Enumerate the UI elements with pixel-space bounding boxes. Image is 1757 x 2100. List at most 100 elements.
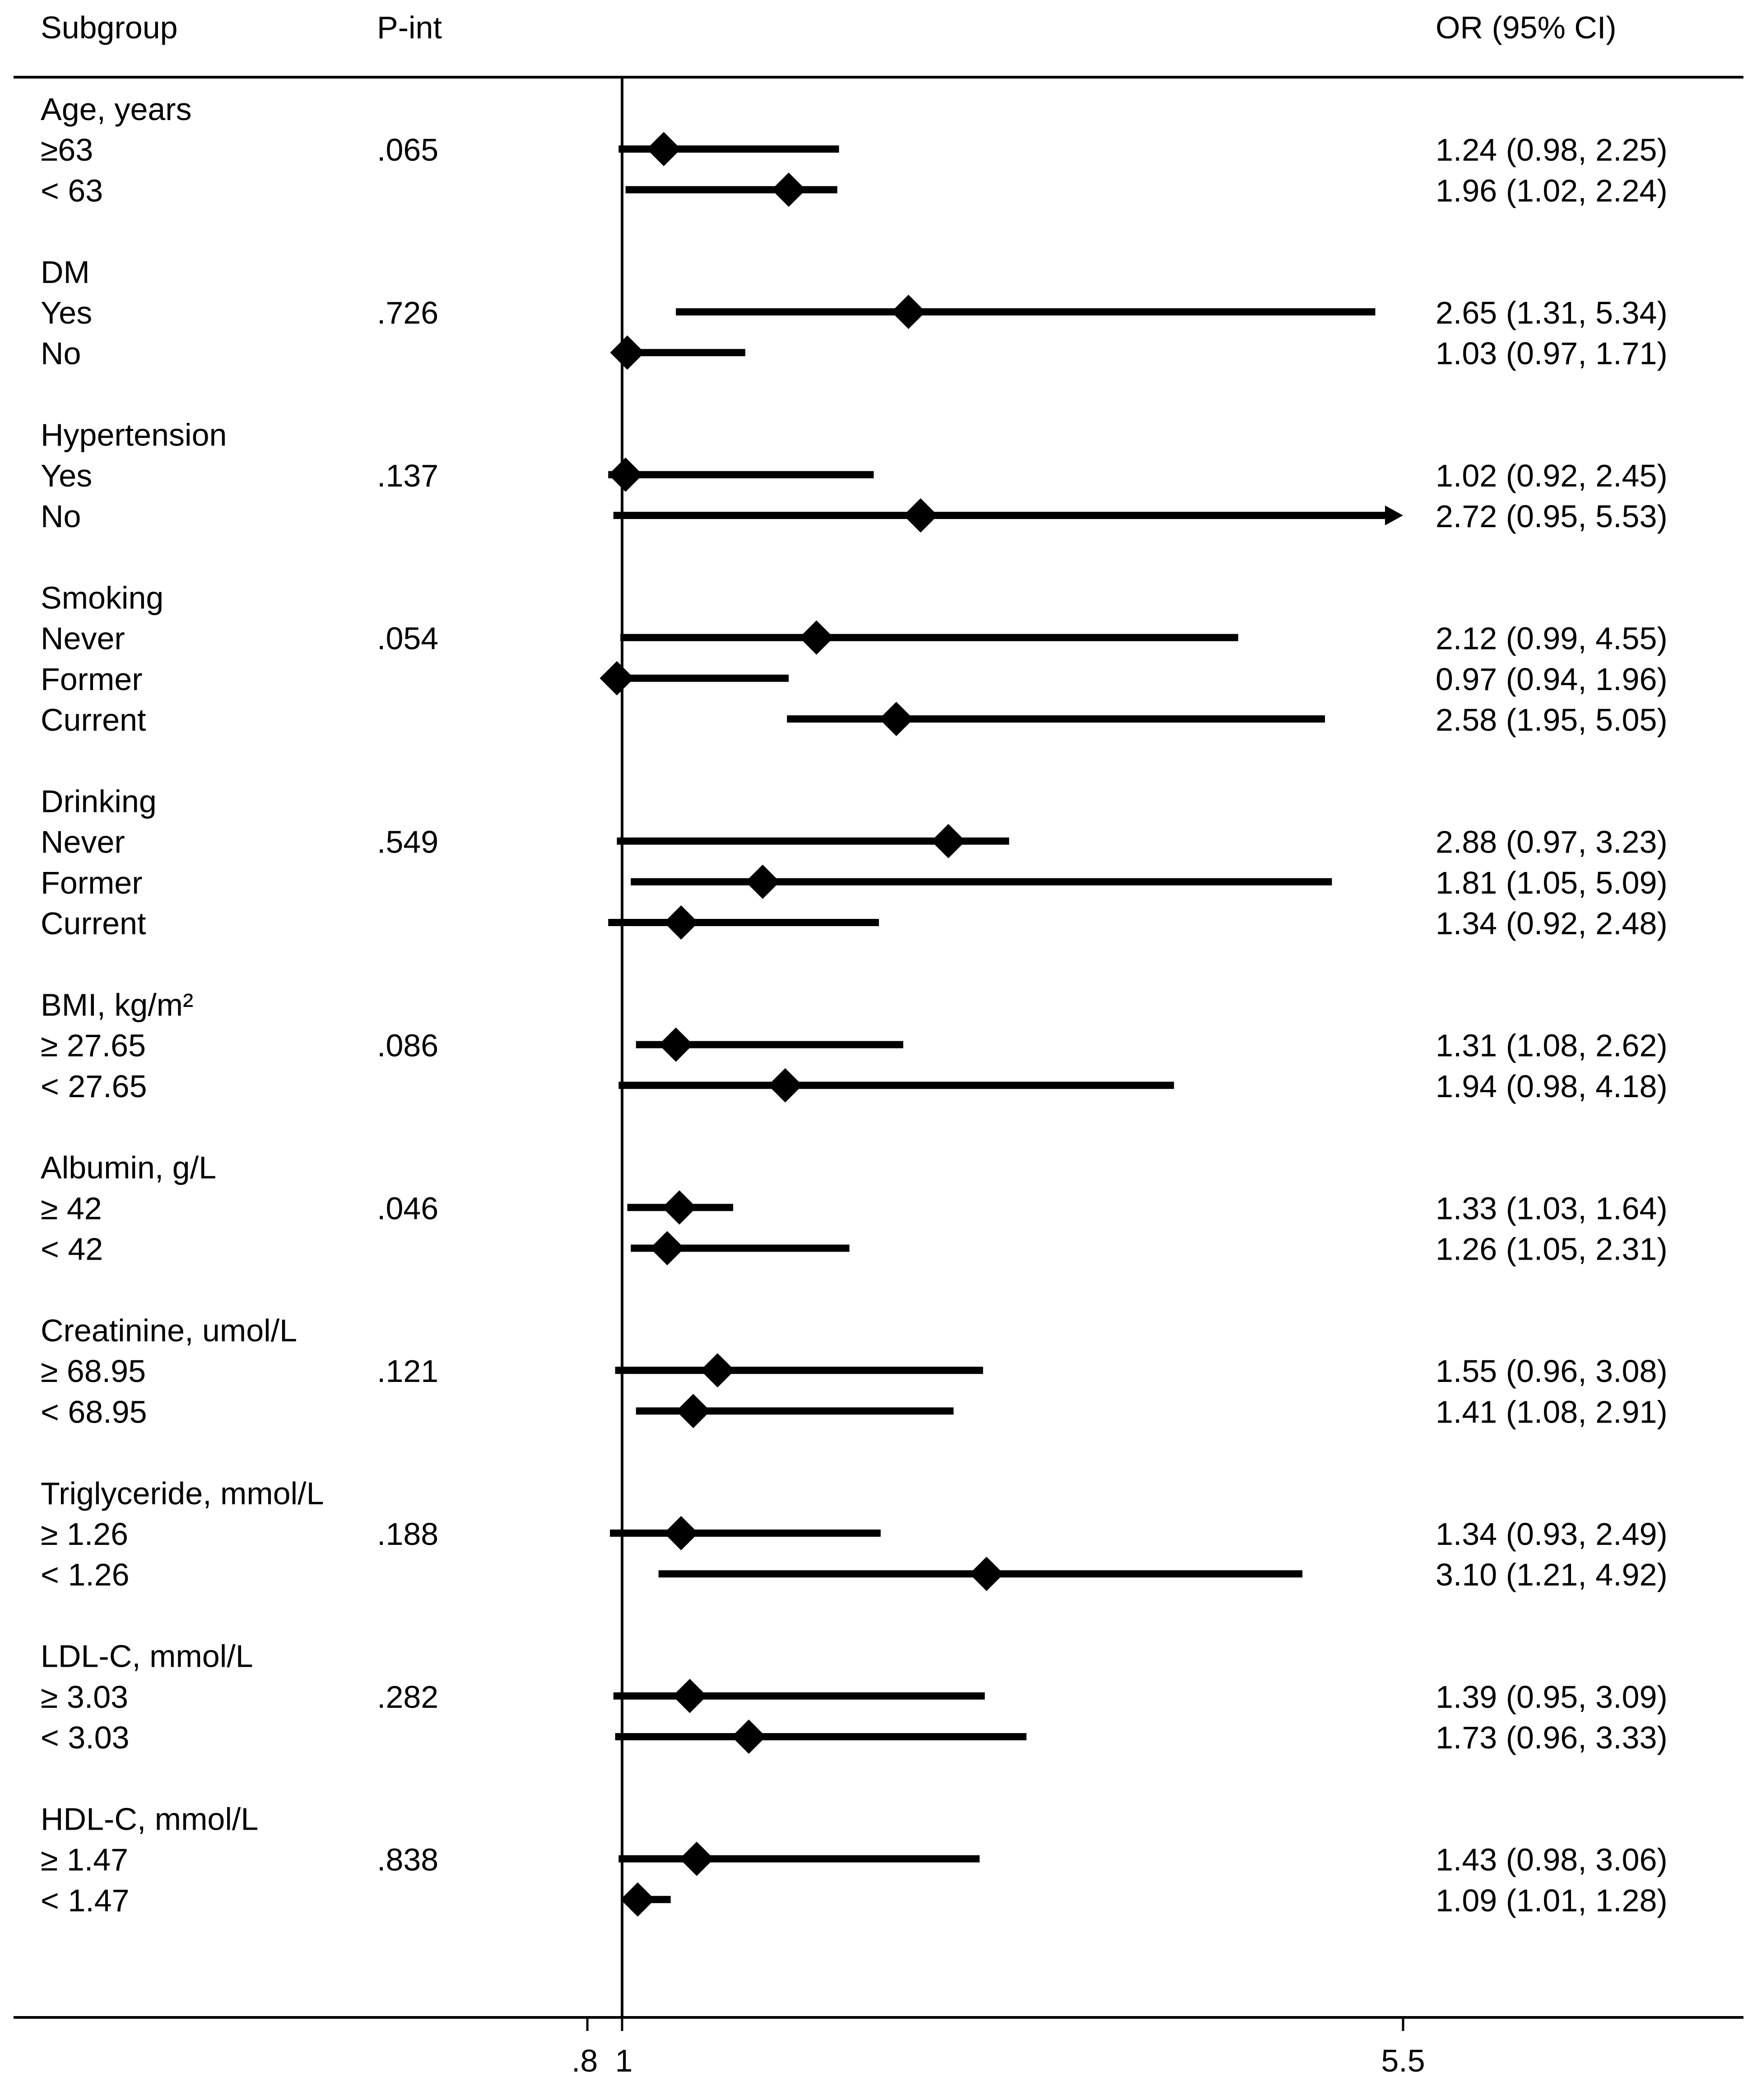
or-point-diamond	[879, 702, 914, 736]
or-ci-text: 0.97 (0.94, 1.96)	[1436, 662, 1668, 697]
row-label: ≥ 42	[41, 1191, 102, 1226]
group-label: Triglyceride, mmol/L	[41, 1476, 324, 1511]
or-ci-text: 1.02 (0.92, 2.45)	[1436, 458, 1668, 493]
or-point-diamond	[676, 1394, 711, 1428]
row-label: < 1.47	[41, 1883, 130, 1918]
or-ci-text: 1.81 (1.05, 5.09)	[1436, 865, 1668, 900]
p-int-value: .726	[377, 295, 438, 330]
p-int-value: .065	[377, 132, 438, 167]
rows-layer: Age, years ≥63 .065 1.24 (0.98, 2.25) < 63 1.…	[41, 92, 1668, 1918]
row-label: ≥ 1.47	[41, 1842, 128, 1877]
row-label: < 1.26	[41, 1557, 130, 1592]
or-point-diamond	[768, 1068, 803, 1103]
or-ci-text: 1.09 (1.01, 1.28)	[1436, 1883, 1668, 1918]
group-label: HDL-C, mmol/L	[41, 1801, 258, 1836]
or-point-diamond	[600, 661, 634, 695]
group-label: BMI, kg/m²	[41, 987, 193, 1022]
or-point-diamond	[610, 335, 645, 370]
row-label: Yes	[41, 458, 92, 493]
p-int-value: .282	[377, 1679, 438, 1715]
or-ci-text: 1.24 (0.98, 2.25)	[1436, 132, 1668, 167]
x-tick-label: 1	[615, 2043, 633, 2078]
or-point-diamond	[664, 1516, 698, 1550]
or-point-diamond	[679, 1841, 714, 1876]
or-point-diamond	[903, 498, 938, 533]
or-point-diamond	[664, 905, 698, 940]
p-int-value: .549	[377, 825, 438, 860]
group-label: Smoking	[41, 580, 163, 615]
group-label: Hypertension	[41, 417, 227, 453]
or-point-diamond	[659, 1027, 693, 1062]
or-point-diamond	[672, 1678, 707, 1713]
row-label: Never	[41, 621, 125, 656]
or-point-diamond	[608, 457, 643, 492]
or-ci-text: 2.12 (0.99, 4.55)	[1436, 621, 1668, 656]
or-ci-text: 1.55 (0.96, 3.08)	[1436, 1354, 1668, 1389]
group-label: Creatinine, umol/L	[41, 1313, 297, 1348]
group-label: Age, years	[41, 92, 192, 127]
or-ci-text: 1.34 (0.92, 2.48)	[1436, 906, 1668, 941]
or-point-diamond	[650, 1231, 684, 1266]
or-point-diamond	[931, 824, 966, 858]
or-point-diamond	[745, 864, 780, 899]
row-label: < 27.65	[41, 1069, 147, 1104]
or-point-diamond	[620, 1882, 655, 1917]
or-ci-text: 1.33 (1.03, 1.64)	[1436, 1191, 1668, 1226]
row-label: ≥63	[41, 132, 93, 167]
group-label: Albumin, g/L	[41, 1150, 216, 1185]
row-label: Former	[41, 662, 143, 697]
or-point-diamond	[772, 172, 806, 207]
ci-arrow-head	[1385, 505, 1403, 525]
p-int-value: .054	[377, 621, 438, 656]
or-point-diamond	[891, 295, 926, 329]
row-label: < 42	[41, 1232, 103, 1267]
row-label: < 63	[41, 173, 103, 208]
or-ci-text: 2.65 (1.31, 5.34)	[1436, 295, 1668, 330]
p-int-value: .188	[377, 1516, 438, 1552]
row-label: Never	[41, 825, 125, 860]
row-label: Current	[41, 702, 146, 737]
or-point-diamond	[646, 132, 681, 167]
or-ci-text: 1.39 (0.95, 3.09)	[1436, 1679, 1668, 1715]
or-ci-text: 1.41 (1.08, 2.91)	[1436, 1394, 1668, 1429]
row-label: Current	[41, 906, 146, 941]
row-label: ≥ 3.03	[41, 1679, 128, 1715]
x-tick-label: .8	[572, 2043, 598, 2078]
p-int-value: .838	[377, 1842, 438, 1877]
or-ci-text: 1.73 (0.96, 3.33)	[1436, 1720, 1668, 1755]
or-point-diamond	[969, 1557, 1004, 1591]
or-point-diamond	[662, 1190, 697, 1225]
or-ci-text: 1.96 (1.02, 2.24)	[1436, 173, 1668, 208]
p-int-value: .121	[377, 1354, 438, 1389]
or-point-diamond	[731, 1720, 766, 1754]
p-int-value: .137	[377, 458, 438, 493]
or-point-diamond	[799, 620, 834, 655]
row-label: No	[41, 336, 81, 371]
group-label: DM	[41, 255, 90, 290]
row-label: Former	[41, 865, 143, 900]
or-ci-text: 1.34 (0.93, 2.49)	[1436, 1516, 1668, 1552]
p-int-value: .086	[377, 1028, 438, 1063]
or-ci-text: 1.43 (0.98, 3.06)	[1436, 1842, 1668, 1877]
row-label: ≥ 1.26	[41, 1516, 128, 1552]
or-ci-text: 1.94 (0.98, 4.18)	[1436, 1069, 1668, 1104]
or-ci-text: 1.31 (1.08, 2.62)	[1436, 1028, 1668, 1063]
or-ci-text: 3.10 (1.21, 4.92)	[1436, 1557, 1668, 1592]
group-label: LDL-C, mmol/L	[41, 1639, 253, 1674]
header-or-ci: OR (95% CI)	[1436, 10, 1617, 45]
or-ci-text: 1.03 (0.97, 1.71)	[1436, 336, 1668, 371]
axis-layer: .8 1 5.5	[572, 77, 1425, 2078]
or-ci-text: 2.88 (0.97, 3.23)	[1436, 825, 1668, 860]
group-label: Drinking	[41, 783, 157, 819]
p-int-value: .046	[377, 1191, 438, 1226]
or-ci-text: 2.58 (1.95, 5.05)	[1436, 702, 1668, 737]
x-tick-label: 5.5	[1381, 2043, 1425, 2078]
row-label: Yes	[41, 295, 92, 330]
row-label: < 3.03	[41, 1720, 130, 1755]
row-label: < 68.95	[41, 1394, 147, 1429]
or-ci-text: 1.26 (1.05, 2.31)	[1436, 1232, 1668, 1267]
header-p-int: P-int	[377, 10, 442, 45]
or-ci-text: 2.72 (0.95, 5.53)	[1436, 499, 1668, 534]
